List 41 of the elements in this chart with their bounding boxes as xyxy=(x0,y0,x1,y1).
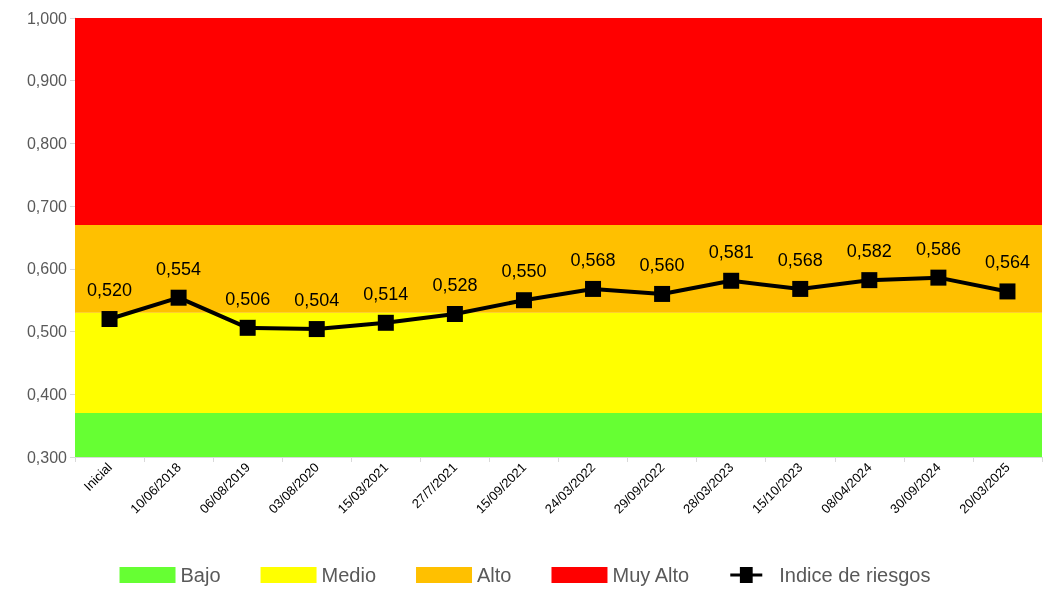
y-tick-label: 1,000 xyxy=(26,9,68,27)
point xyxy=(723,272,740,289)
data-label: 0,528 xyxy=(432,275,478,296)
point xyxy=(585,280,602,297)
y-tick-label: 0,700 xyxy=(26,197,68,215)
legend-label: Indice de riesgos xyxy=(779,564,931,586)
legend-label: Alto xyxy=(477,564,512,586)
y-tick-label: 0,300 xyxy=(26,448,68,466)
data-label: 0,514 xyxy=(363,283,409,304)
data-label: 0,560 xyxy=(639,254,685,275)
point xyxy=(861,272,878,289)
point xyxy=(792,280,809,297)
point xyxy=(170,289,187,306)
data-label: 0,504 xyxy=(294,290,340,311)
data-label: 0,550 xyxy=(501,261,547,282)
point xyxy=(101,311,118,328)
point xyxy=(239,319,256,336)
y-tick-label: 0,600 xyxy=(26,260,68,278)
data-label: 0,586 xyxy=(915,238,961,259)
point xyxy=(377,314,394,331)
data-label: 0,582 xyxy=(846,241,892,262)
data-label: 0,506 xyxy=(225,288,271,309)
point xyxy=(308,321,325,338)
data-label: 0,554 xyxy=(156,258,202,279)
point xyxy=(999,283,1016,300)
legend-label: Bajo xyxy=(180,564,221,586)
y-tick-label: 0,900 xyxy=(26,72,68,90)
point xyxy=(930,269,947,286)
point xyxy=(515,292,532,309)
y-tick-label: 0,400 xyxy=(26,385,68,403)
data-label: 0,520 xyxy=(87,280,133,301)
data-label: 0,568 xyxy=(777,249,823,270)
point xyxy=(446,306,463,323)
legend-label: Muy Alto xyxy=(612,564,690,586)
data-label: 0,581 xyxy=(708,241,754,262)
y-tick-label: 0,500 xyxy=(26,323,68,341)
point xyxy=(654,285,671,302)
legend-label: Medio xyxy=(321,564,377,586)
data-label: 0,564 xyxy=(984,252,1030,273)
y-tick-label: 0,800 xyxy=(26,134,68,152)
data-label: 0,568 xyxy=(570,249,616,270)
